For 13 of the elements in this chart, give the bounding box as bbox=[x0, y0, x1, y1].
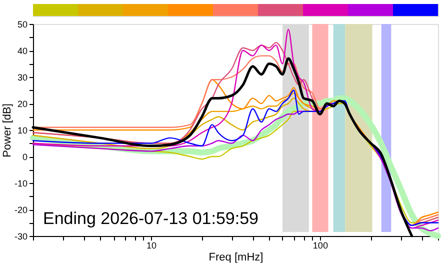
x-tick-label: 100 bbox=[312, 240, 328, 250]
y-tick-label: -30 bbox=[14, 232, 28, 242]
y-tick-label: 10 bbox=[17, 126, 28, 136]
y-tick-label: 40 bbox=[17, 46, 28, 56]
x-axis-title: Freq [mHz] bbox=[208, 252, 264, 264]
y-tick-label: 30 bbox=[17, 72, 28, 82]
y-tick-label: -10 bbox=[14, 178, 28, 188]
y-tick-label: 50 bbox=[17, 20, 28, 30]
annotation: Ending 2026-07-13 01:59:59 bbox=[43, 209, 259, 228]
y-tick-label: 0 bbox=[22, 152, 28, 162]
y-tick-label: -20 bbox=[14, 205, 28, 215]
y-tick-label: 20 bbox=[17, 99, 28, 109]
y-axis-title: Power [dB] bbox=[1, 104, 14, 158]
